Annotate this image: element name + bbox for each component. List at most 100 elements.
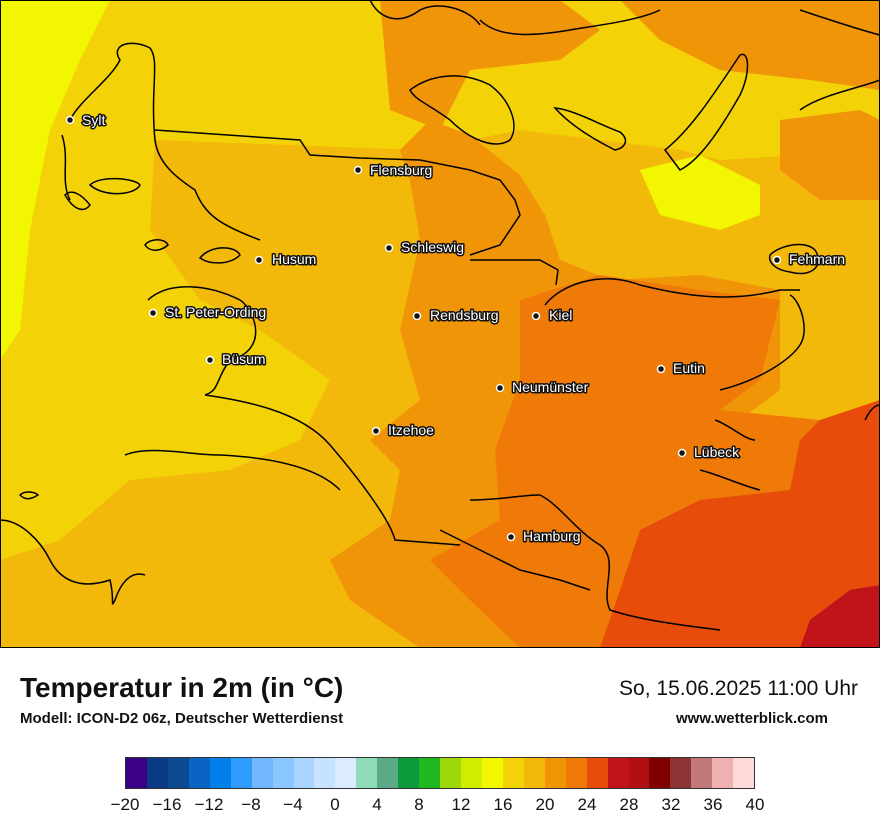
legend-swatch — [502, 758, 524, 788]
legend-swatch — [649, 758, 671, 788]
legend-swatch — [398, 758, 420, 788]
city-label-eutin: Eutin — [673, 360, 705, 376]
forecast-datetime: So, 15.06.2025 11:00 Uhr — [619, 677, 858, 700]
city-label-neumuenster: Neumünster — [512, 379, 589, 395]
city-flensburg: Flensburg — [353, 161, 434, 180]
temp-field-26 — [600, 400, 880, 648]
city-label-flensburg: Flensburg — [370, 162, 432, 178]
model-source: Modell: ICON-D2 06z, Deutscher Wetterdie… — [20, 710, 344, 727]
legend-swatch — [209, 758, 231, 788]
temp-field-28 — [800, 585, 880, 648]
city-husum: Husum — [254, 250, 318, 269]
city-label-itzehoe: Itzehoe — [388, 422, 434, 438]
city-label-kiel: Kiel — [549, 307, 572, 323]
legend-swatch — [523, 758, 545, 788]
city-marker — [531, 311, 541, 321]
temp-field-22-east — [780, 110, 880, 200]
website-link[interactable]: www.wetterblick.com — [676, 710, 828, 727]
legend-swatch — [607, 758, 629, 788]
city-marker — [148, 308, 158, 318]
legend-swatch — [377, 758, 399, 788]
legend-swatch — [544, 758, 566, 788]
legend-tick-label: 4 — [372, 795, 382, 814]
city-hamburg: Hamburg — [506, 527, 582, 546]
city-marker — [205, 355, 215, 365]
legend-swatch — [733, 758, 755, 788]
legend-tick-label: 28 — [619, 795, 639, 814]
legend-swatch — [712, 758, 734, 788]
city-schleswig: Schleswig — [384, 238, 466, 257]
legend-swatch — [586, 758, 608, 788]
legend-tick-label: 40 — [745, 795, 765, 814]
color-legend-bar — [125, 757, 755, 789]
legend-tick-label: −20 — [110, 795, 140, 814]
legend-tick-label: −12 — [194, 795, 224, 814]
legend-tick-label: 20 — [535, 795, 555, 814]
legend-swatch — [461, 758, 482, 788]
temp-field-22-north — [620, 0, 880, 90]
coastlines — [0, 0, 880, 631]
temp-field-16-baltic — [640, 155, 760, 230]
city-st-peter-ording: St. Peter-Ording — [148, 303, 268, 322]
legend-swatch — [356, 758, 378, 788]
legend-tick-label: 24 — [577, 795, 597, 814]
city-marker — [384, 243, 394, 253]
legend-tick-label: 12 — [451, 795, 471, 814]
city-marker — [656, 364, 666, 374]
legend-tick-label: 36 — [703, 795, 723, 814]
temperature-map: Sylt Flensburg Schleswig Husum Fehmarn S… — [0, 0, 880, 648]
legend-swatch — [419, 758, 441, 788]
color-legend-ticks: −20 −16 −12 −8 −4 0 4 8 12 16 20 24 28 32 36 40 — [111, 795, 765, 819]
legend-tick-label: −16 — [152, 795, 182, 814]
city-itzehoe: Itzehoe — [371, 421, 436, 440]
city-rendsburg: Rendsburg — [412, 306, 500, 325]
city-marker — [65, 115, 75, 125]
city-buesum: Büsum — [205, 350, 267, 369]
legend-swatch — [167, 758, 189, 788]
city-fehmarn: Fehmarn — [772, 250, 847, 269]
city-marker — [412, 311, 422, 321]
legend-tick-label: 16 — [493, 795, 513, 814]
legend-swatch — [188, 758, 210, 788]
legend-swatch — [251, 758, 273, 788]
city-luebeck: Lübeck — [677, 443, 742, 462]
legend-swatch — [293, 758, 315, 788]
legend-swatch — [440, 758, 461, 788]
city-label-luebeck: Lübeck — [694, 444, 740, 460]
legend-swatch — [670, 758, 692, 788]
city-label-schleswig: Schleswig — [401, 239, 464, 255]
legend-swatch — [126, 758, 147, 788]
map-title: Temperatur in 2m (in °C) — [20, 672, 344, 703]
city-label-hamburg: Hamburg — [523, 528, 581, 544]
city-eutin: Eutin — [656, 359, 706, 378]
city-label-st-peter-ording: St. Peter-Ording — [165, 304, 266, 320]
city-marker — [772, 255, 782, 265]
city-neumuenster: Neumünster — [495, 378, 590, 397]
city-marker — [353, 165, 363, 175]
legend-swatch — [314, 758, 336, 788]
city-marker — [506, 532, 516, 542]
city-marker — [495, 383, 505, 393]
legend-swatch — [565, 758, 587, 788]
legend-swatch — [481, 758, 503, 788]
city-marker — [371, 426, 381, 436]
legend-swatch — [230, 758, 252, 788]
city-label-husum: Husum — [272, 251, 316, 267]
legend-tick-label: 8 — [414, 795, 424, 814]
legend-swatch — [335, 758, 357, 788]
legend-tick-label: −8 — [241, 795, 261, 814]
legend-swatch — [691, 758, 713, 788]
city-markers: Sylt Flensburg Schleswig Husum Fehmarn S… — [65, 111, 847, 546]
legend-tick-label: 32 — [661, 795, 681, 814]
city-label-sylt: Sylt — [82, 112, 105, 128]
city-label-fehmarn: Fehmarn — [789, 251, 845, 267]
legend-swatch — [628, 758, 650, 788]
legend-tick-label: 0 — [330, 795, 340, 814]
city-marker — [677, 448, 687, 458]
temp-field-16-west — [0, 0, 110, 360]
legend-swatch — [146, 758, 168, 788]
city-label-rendsburg: Rendsburg — [430, 307, 499, 323]
legend-swatch — [272, 758, 294, 788]
legend-tick-label: −4 — [283, 795, 303, 814]
